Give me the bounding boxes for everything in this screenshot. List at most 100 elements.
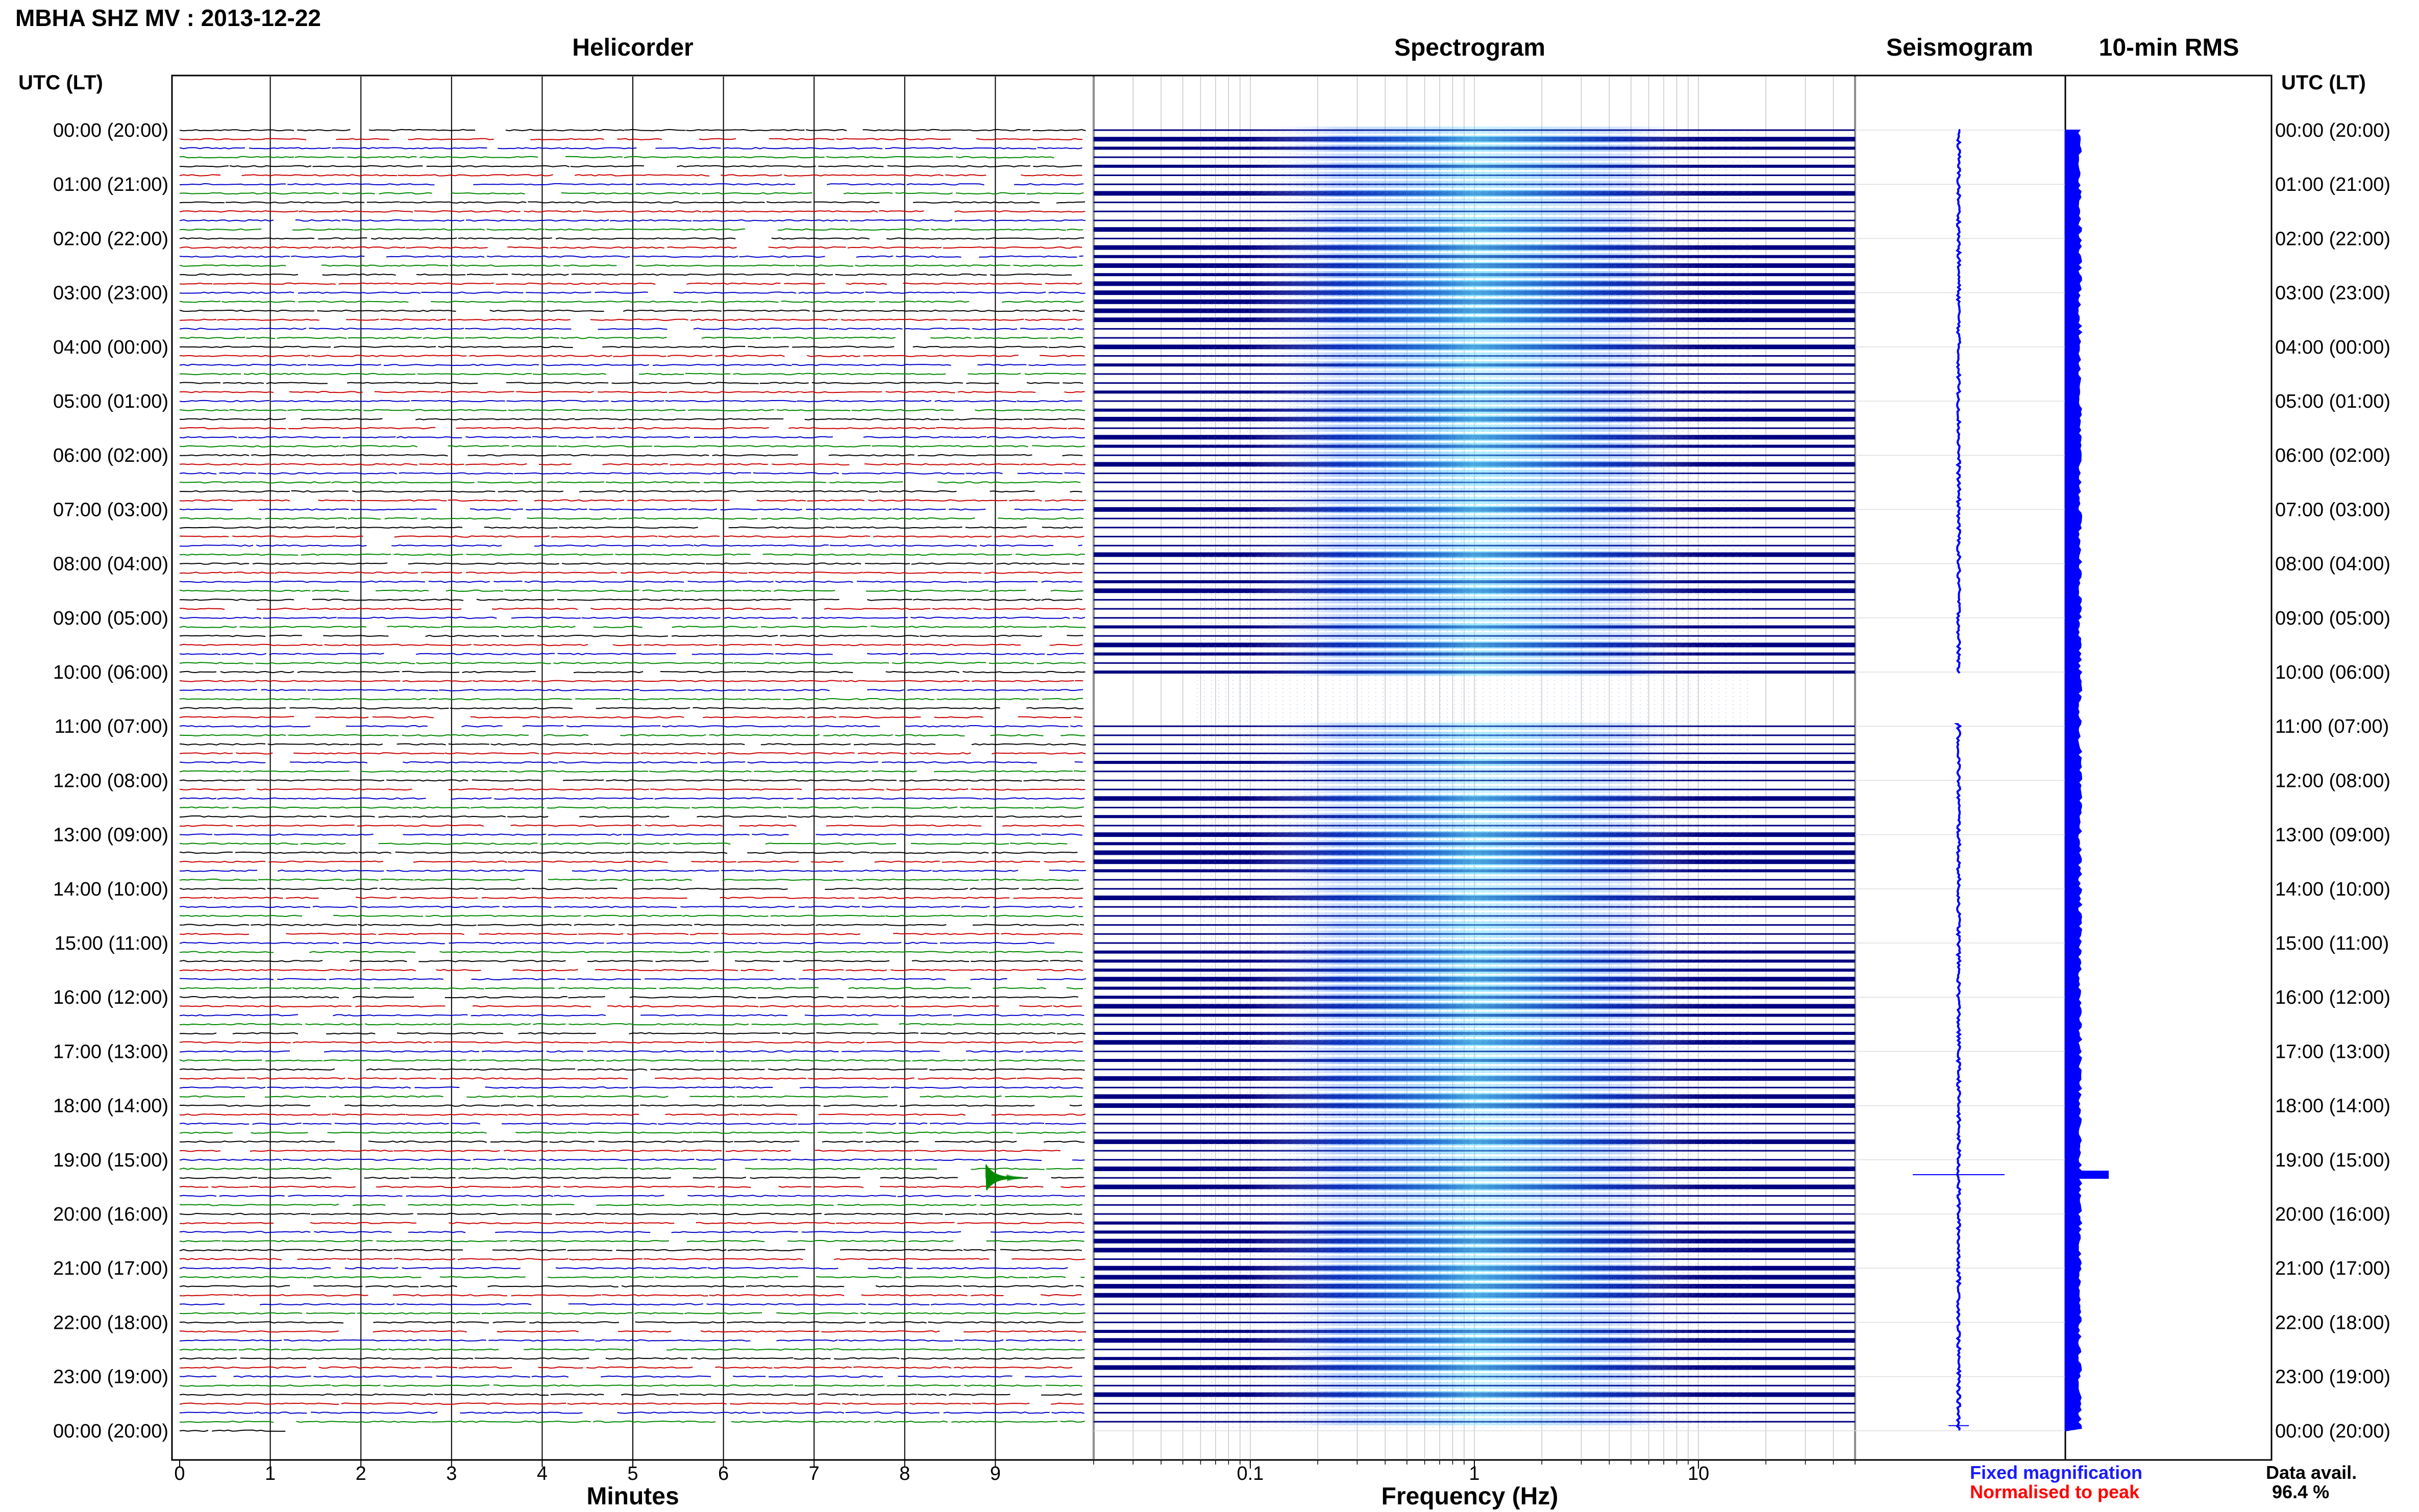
time-label-right: 03:00 (23:00)	[2275, 283, 2390, 304]
helicorder-trace	[179, 806, 1084, 809]
helicorder-trace	[179, 147, 1083, 150]
helicorder-trace	[179, 1168, 1083, 1170]
helicorder-trace	[179, 291, 1085, 294]
time-label-right: 04:00 (00:00)	[2275, 337, 2390, 358]
helicorder-trace	[179, 1321, 1083, 1324]
frequency-tick-label: 10	[1688, 1463, 1709, 1484]
helicorder-trace	[179, 255, 1083, 258]
helicorder-trace	[179, 1411, 1084, 1414]
helicorder-trace	[179, 1276, 1085, 1279]
helicorder-trace	[179, 246, 1082, 249]
time-label-left: 04:00 (00:00)	[53, 337, 168, 358]
helicorder-trace	[179, 1158, 1085, 1161]
helicorder-trace	[179, 960, 1083, 962]
time-label-left: 05:00 (01:00)	[53, 391, 168, 412]
helicorder-title: Helicorder	[572, 34, 694, 61]
helicorder-trace	[179, 689, 1083, 691]
helicorder-trace	[179, 526, 1083, 529]
time-label-left: 00:00 (20:00)	[53, 1421, 168, 1442]
time-label-left: 15:00 (11:00)	[55, 933, 168, 954]
helicorder-trace	[179, 1086, 1083, 1089]
helicorder-trace	[179, 1429, 286, 1432]
spectrogram-xlabel: Frequency (Hz)	[1381, 1483, 1559, 1510]
helicorder-trace	[179, 842, 1068, 845]
time-labels: 00:00 (20:00) 00:00 (20:00) 01:00 (21:00) 0…	[53, 120, 2390, 1442]
time-label-right: 00:00 (20:00)	[2275, 1421, 2390, 1442]
time-label-left: 12:00 (08:00)	[53, 770, 168, 791]
helicorder-trace	[179, 418, 1085, 420]
time-label-left: 02:00 (22:00)	[53, 228, 168, 250]
helicorder-trace	[179, 815, 1082, 818]
time-label-right: 15:00 (11:00)	[2275, 933, 2389, 954]
helicorder-trace	[179, 409, 1085, 412]
utc-header-right: UTC (LT)	[2281, 71, 2366, 94]
helicorder-trace	[179, 698, 1083, 701]
helicorder-trace	[179, 1249, 1082, 1252]
helicorder-trace	[179, 355, 1085, 357]
helicorder-trace	[179, 987, 1083, 989]
time-label-right: 00:00 (20:00)	[2275, 120, 2390, 141]
helicorder-trace	[179, 969, 1083, 972]
time-label-right: 11:00 (07:00)	[2275, 716, 2389, 737]
helicorder-trace	[179, 996, 1078, 999]
helicorder-trace	[179, 824, 1084, 827]
helicorder-trace	[179, 1050, 1083, 1053]
helicorder-trace	[179, 1339, 1082, 1342]
helicorder-trace	[179, 1203, 1083, 1206]
time-label-left: 07:00 (03:00)	[53, 499, 168, 520]
time-label-left: 17:00 (13:00)	[53, 1041, 168, 1062]
helicorder-trace	[179, 797, 1085, 800]
helicorder-trace	[179, 1176, 1084, 1179]
helicorder-trace	[179, 1348, 1085, 1351]
helicorder-trace	[179, 300, 1084, 303]
helicorder-trace	[179, 201, 1085, 204]
data-avail-value: 96.4 %	[2272, 1481, 2330, 1502]
rms-frame	[2064, 75, 2273, 1461]
helicorder-trace	[179, 138, 1083, 141]
minute-tick-label: 9	[990, 1463, 1001, 1484]
legend-fixed: Fixed magnification	[1970, 1462, 2143, 1483]
minute-tick-label: 7	[809, 1463, 820, 1484]
helicorder-trace	[179, 228, 1083, 231]
time-label-left: 19:00 (15:00)	[53, 1150, 168, 1171]
time-label-right: 13:00 (09:00)	[2275, 825, 2390, 846]
helicorder-trace	[179, 725, 1083, 728]
helicorder-trace	[179, 553, 1085, 556]
time-label-left: 06:00 (02:00)	[53, 445, 168, 466]
minute-tick-label: 5	[627, 1463, 638, 1484]
time-label-right: 21:00 (17:00)	[2275, 1258, 2390, 1279]
helicorder-trace	[179, 1240, 1084, 1243]
helicorder-trace	[179, 427, 1084, 430]
helicorder-trace	[180, 645, 1083, 646]
helicorder-trace	[179, 1420, 1085, 1423]
plot-title: MBHA SHZ MV : 2013-12-22	[15, 5, 322, 31]
helicorder-trace	[179, 752, 1086, 755]
helicorder-trace	[179, 951, 1083, 954]
helicorder-trace	[179, 1077, 1082, 1080]
helicorder-trace	[179, 1384, 1083, 1387]
helicorder-trace	[179, 589, 1083, 592]
time-label-left: 08:00 (04:00)	[53, 554, 168, 575]
time-label-right: 22:00 (18:00)	[2275, 1312, 2390, 1333]
spectrogram-title: Spectrogram	[1394, 34, 1546, 61]
time-label-right: 23:00 (19:00)	[2275, 1367, 2390, 1388]
helicorder-xlabel: Minutes	[586, 1483, 679, 1510]
minute-tick-label: 6	[718, 1463, 729, 1484]
helicorder-trace	[179, 941, 1055, 945]
helicorder-trace	[179, 914, 1083, 918]
time-label-right: 17:00 (13:00)	[2275, 1041, 2390, 1062]
helicorder-trace	[179, 779, 1085, 782]
helicorder-trace	[179, 219, 1086, 222]
helicorder-trace	[179, 472, 1085, 475]
helicorder-trace	[179, 436, 1085, 439]
time-label-right: 20:00 (16:00)	[2275, 1204, 2390, 1225]
helicorder-trace	[179, 1059, 1085, 1062]
helicorder-trace	[179, 616, 1085, 619]
helicorder-trace	[179, 210, 1085, 213]
time-label-right: 14:00 (10:00)	[2275, 879, 2390, 900]
time-label-left: 01:00 (21:00)	[53, 174, 168, 195]
helicorder-trace	[179, 363, 1086, 366]
minute-tick-label: 3	[446, 1463, 457, 1484]
time-label-right: 10:00 (06:00)	[2275, 662, 2390, 683]
helicorder-trace	[179, 345, 1086, 349]
